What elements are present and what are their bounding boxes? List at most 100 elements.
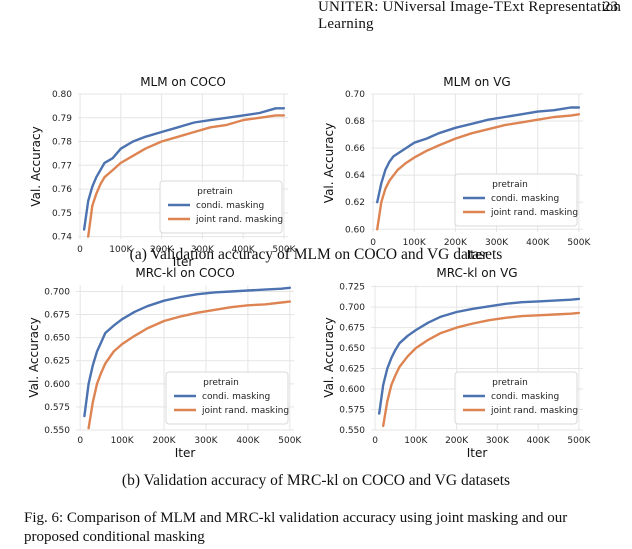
y-tick-label: 0.575 [339,406,365,416]
running-title: UNITER: UNiversal Image-TExt Representat… [318,0,622,32]
x-tick-label: 300K [191,245,215,255]
legend-title: pretrain [492,180,528,190]
legend-box [454,173,578,227]
y-tick-label: 0.78 [52,138,72,148]
x-tick-label: 500K [278,436,302,446]
x-axis-label: Iter [467,446,488,460]
legend-title: pretrain [492,378,528,388]
legend-box [159,180,283,234]
chart-title: MLM on VG [443,75,510,89]
x-tick-label: 300K [485,238,509,248]
x-tick-label: 400K [527,436,551,446]
grid-lines [78,93,288,239]
y-tick-label: 0.550 [339,426,365,436]
y-tick-label: 0.675 [44,311,70,321]
series-line-joint-rand-masking [376,113,581,231]
subcaption-b: (b) Validation accuracy of MRC-kl on COC… [121,472,511,489]
x-tick-label: 200K [152,436,176,446]
y-tick-label: 0.675 [339,324,365,334]
legend-entry: condi. masking [491,194,559,204]
legend-entry: condi. masking [202,392,270,402]
y-tick-label: 0.62 [345,198,365,208]
y-axis-label: Val. Accuracy [322,317,336,397]
grid-lines [76,285,294,431]
legend-title: pretrain [197,187,233,197]
x-tick-label: 200K [150,245,174,255]
x-tick-label: 0 [372,436,378,446]
chart-mlm-coco: 0 100K 200K 300K 400K 500K 0.74 0.75 0.76 0.77 0.7… [29,75,297,269]
y-tick-label: 0.625 [339,365,365,375]
y-tick-label: 0.700 [339,303,365,313]
x-tick-label: 400K [236,436,260,446]
y-axis-label: Val. Accuracy [29,126,43,206]
x-tick-label: 500K [272,245,296,255]
legend: pretrain condi. masking joint rand. maskin… [159,180,283,234]
y-tick-label: 0.77 [52,161,72,171]
x-tick-label: 400K [526,238,550,248]
series-line-joint-rand-masking [86,114,286,238]
legend-entry: joint rand. masking [490,208,578,218]
y-tick-label: 0.75 [52,209,72,219]
series-line-condi-masking [83,286,291,418]
y-tick-label: 0.74 [52,233,72,243]
subcaption-a: (a) Validation accuracy of MLM on COCO a… [129,246,503,263]
y-tick-label: 0.725 [339,283,365,293]
x-tick-label: 500K [567,436,591,446]
chart-mlm-vg: 0 100K 200K 300K 400K 500K 0.60 0.62 0.64 0.66 0.6… [322,75,592,262]
legend-entry: condi. masking [491,392,559,402]
legend-entry: condi. masking [196,201,264,211]
y-tick-label: 0.650 [44,334,70,344]
x-tick-label: 100K [109,245,133,255]
series-line-condi-masking [376,106,581,204]
page-number: 23 [603,0,618,15]
y-tick-label: 0.64 [345,171,365,181]
y-tick-label: 0.700 [44,287,70,297]
x-axis-label: Iter [175,446,196,460]
x-tick-label: 0 [370,238,376,248]
series-line-joint-rand-masking [87,300,291,430]
x-axis-label: Iter [467,248,488,262]
y-tick-label: 0.550 [44,426,70,436]
x-tick-label: 200K [444,238,468,248]
y-axis-label: Val. Accuracy [322,123,336,203]
x-tick-label: 0 [77,436,83,446]
legend-box [165,371,289,425]
series-line-joint-rand-masking [382,311,581,428]
y-tick-label: 0.76 [52,185,72,195]
y-axis-label: Val. Accuracy [27,317,41,397]
y-tick-label: 0.625 [44,357,70,367]
figure-caption: Fig. 6: Comparison of MLM and MRC-kl val… [24,510,568,545]
x-axis-label: Iter [173,255,194,269]
legend: pretrain condi. masking joint rand. maskin… [454,173,578,227]
y-tick-label: 0.80 [52,90,72,100]
chart-title: MRC-kl on COCO [135,266,234,280]
x-tick-label: 100K [111,436,135,446]
y-tick-label: 0.79 [52,114,72,124]
y-tick-label: 0.68 [345,117,365,127]
running-head: UNITER: UNiversal Image-TExt Representat… [0,0,632,32]
x-tick-label: 100K [404,436,428,446]
y-tick-label: 0.650 [339,344,365,354]
legend-entry: joint rand. masking [201,406,289,416]
y-tick-label: 0.60 [345,225,365,235]
chart-title: MRC-kl on VG [436,266,517,280]
legend-entry: joint rand. masking [490,406,578,416]
chart-title: MLM on COCO [140,75,226,89]
y-tick-label: 0.66 [345,144,365,154]
y-tick-label: 0.70 [345,90,365,100]
x-tick-label: 0 [77,245,83,255]
legend: pretrain condi. masking joint rand. maskin… [165,371,289,425]
chart-mrckl-coco: 0 100K 200K 300K 400K 500K 0.550 0.575 0.600 0.62… [27,266,302,460]
x-tick-label: 500K [567,238,591,248]
y-tick-label: 0.600 [339,385,365,395]
series-line-condi-masking [378,297,581,415]
chart-mrckl-vg: 0 100K 200K 300K 400K 500K 0.550 0.575 0.600 0.62… [322,266,592,460]
legend-title: pretrain [203,378,239,388]
x-tick-label: 200K [445,436,469,446]
x-tick-label: 300K [486,436,510,446]
legend: pretrain condi. masking joint rand. maskin… [454,371,578,425]
x-tick-label: 100K [403,238,427,248]
x-tick-label: 300K [194,436,218,446]
series-line-condi-masking [82,107,286,231]
legend-entry: joint rand. masking [195,215,283,225]
